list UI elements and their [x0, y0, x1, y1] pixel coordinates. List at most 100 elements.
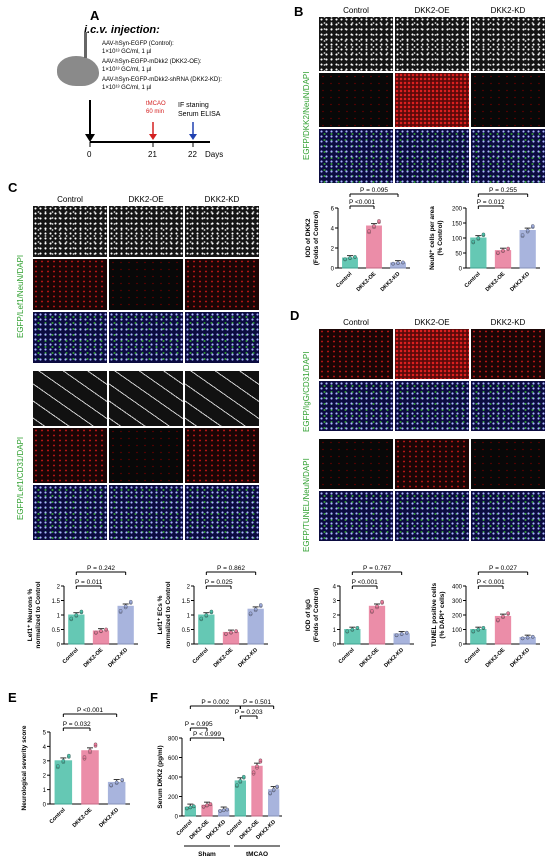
- p-value-label: P < 0.999: [193, 731, 221, 738]
- y-tick-label: 600: [168, 756, 179, 762]
- x-tick-label: DKK2-KD: [509, 271, 531, 292]
- panel-b-letter: B: [294, 4, 304, 19]
- y-tick-label: 1: [187, 614, 191, 620]
- data-point: [396, 261, 400, 265]
- y-tick-label: 0: [459, 267, 463, 273]
- c-micro-r4c1: [32, 370, 108, 427]
- d-col-kd: DKK2-KD: [490, 318, 526, 327]
- y-tick-label: 0: [459, 643, 463, 649]
- y-axis-label: NeuN⁺ cells per area: [429, 206, 436, 270]
- y-tick-label: 0: [331, 267, 335, 273]
- injection-item-control: AAV-hSyn-EGFP (Control): 1×10¹³ GC/ml, 1 …: [102, 41, 174, 55]
- p-value-label: P = 0.027: [489, 565, 517, 572]
- data-point: [238, 779, 243, 783]
- y-tick-label: 1.5: [182, 599, 191, 605]
- p-value-label: P = 0.095: [360, 187, 388, 194]
- y-axis-label: normalized to Control: [165, 581, 172, 648]
- c-col-kd: DKK2-KD: [204, 195, 240, 204]
- group-sham-label: Sham: [198, 851, 216, 858]
- b-micro-r3c1: [318, 128, 394, 184]
- data-point: [123, 604, 128, 609]
- c-micro-r1c1: [32, 205, 108, 258]
- b-col-control: Control: [343, 6, 369, 15]
- data-point: [235, 783, 239, 787]
- data-point: [391, 261, 395, 266]
- data-point: [118, 609, 123, 613]
- panel-f-letter: F: [150, 690, 158, 705]
- y-tick-label: 0.5: [52, 628, 61, 634]
- x-tick-label: DKK2-OE: [485, 271, 507, 292]
- p-value-label: P = 0.862: [217, 565, 245, 572]
- p-value-label: P <0.001: [77, 707, 103, 714]
- data-point: [229, 630, 233, 635]
- data-point: [204, 613, 209, 617]
- p-value-label: P <0.001: [352, 579, 378, 586]
- y-axis-label: IOD of DKK2: [305, 218, 312, 257]
- c-micro-r5c2: [108, 427, 184, 484]
- b-row-label: EGFP/DKK2/NeuN/DAPI: [302, 71, 311, 160]
- y-tick-label: 2: [331, 247, 335, 253]
- y-axis-label: Neurological severity score: [21, 725, 28, 810]
- p-value-label: P = 0.242: [87, 565, 115, 572]
- c-micro-r2c3: [184, 258, 260, 311]
- p-value-label: P = 0.255: [489, 187, 517, 194]
- y-tick-label: 2: [187, 585, 191, 591]
- p-value-label: P = 0.203: [235, 709, 263, 716]
- panel-c-letter: C: [8, 180, 18, 195]
- data-point: [370, 609, 374, 613]
- d-row-label-2: EGFP/TUNEL/NeuN/DAPI: [302, 458, 311, 552]
- data-point: [225, 807, 229, 812]
- d-micro-r1c3: [470, 328, 546, 380]
- c-micro-r2c1: [32, 258, 108, 311]
- c-micro-r5c3: [184, 427, 260, 484]
- x-tick-label: Control: [192, 647, 210, 665]
- y-axis-label: normalized to Control: [35, 581, 42, 648]
- p-value-label: P = 0.501: [243, 699, 271, 706]
- y-tick-label: 0: [333, 643, 337, 649]
- y-tick-label: 6: [331, 207, 335, 213]
- x-tick-label: DKK2-OE: [359, 647, 381, 669]
- chart-b2: 0 50 100 150 200 Control DKK2-OE DKK2-KD NeuN⁺ c…: [429, 187, 540, 292]
- b-micro-r2c1: [318, 72, 394, 128]
- b-micro-r2c2: [394, 72, 470, 128]
- chart-d1: 0 1 2 3 4 Control DKK2-OE DKK2-KD IOD of IgG (Fol…: [305, 565, 414, 669]
- chart-c1: 0 0.5 1 1.5 2 Control DKK2-OE DKK2-KD Lef1⁺ Neur…: [27, 565, 138, 669]
- x-tick-label: DKK2-OE: [72, 807, 94, 829]
- data-point: [99, 629, 103, 633]
- y-tick-label: 200: [452, 614, 463, 620]
- data-point: [496, 618, 500, 622]
- c-micro-r3c3: [184, 311, 260, 364]
- data-point: [355, 626, 360, 630]
- y-tick-label: 0: [187, 643, 191, 649]
- days-label: Days: [205, 150, 224, 159]
- y-tick-label: 1.5: [52, 599, 61, 605]
- chart-f: 0200400600800ControlDKK2-OEDKK2-KDContro…: [157, 699, 282, 858]
- c-col-oe: DKK2-OE: [128, 195, 164, 204]
- data-point: [61, 759, 66, 763]
- p-value-label: P <0.001: [349, 199, 375, 206]
- data-point: [506, 611, 510, 615]
- data-point: [218, 809, 222, 813]
- x-tick-label: Control: [464, 647, 482, 665]
- x-tick-label: Control: [464, 271, 482, 289]
- x-tick-label: DKK2-OE: [83, 647, 105, 669]
- data-point: [192, 804, 196, 808]
- y-tick-label: 0: [57, 643, 61, 649]
- x-tick-label: DKK2-KD: [237, 647, 259, 669]
- p-value-label: P = 0.002: [201, 699, 229, 706]
- d-row-label-1: EGFP/IgG/CD31/DAPI: [302, 351, 311, 432]
- x-tick-label: DKK2-OE: [356, 271, 378, 292]
- x-tick-label: Control: [335, 271, 353, 289]
- data-point: [372, 224, 376, 228]
- timeline-arrowhead: [85, 134, 95, 142]
- data-point: [471, 239, 475, 244]
- syringe-icon: [84, 32, 87, 58]
- data-point: [208, 802, 213, 806]
- x-tick-label: Control: [62, 647, 80, 665]
- data-point: [259, 603, 263, 607]
- data-point: [82, 755, 87, 759]
- data-point: [345, 629, 349, 633]
- d-micro-r2c1: [318, 380, 394, 432]
- p-value-label: P = 0.011: [75, 579, 103, 586]
- data-point: [188, 805, 193, 809]
